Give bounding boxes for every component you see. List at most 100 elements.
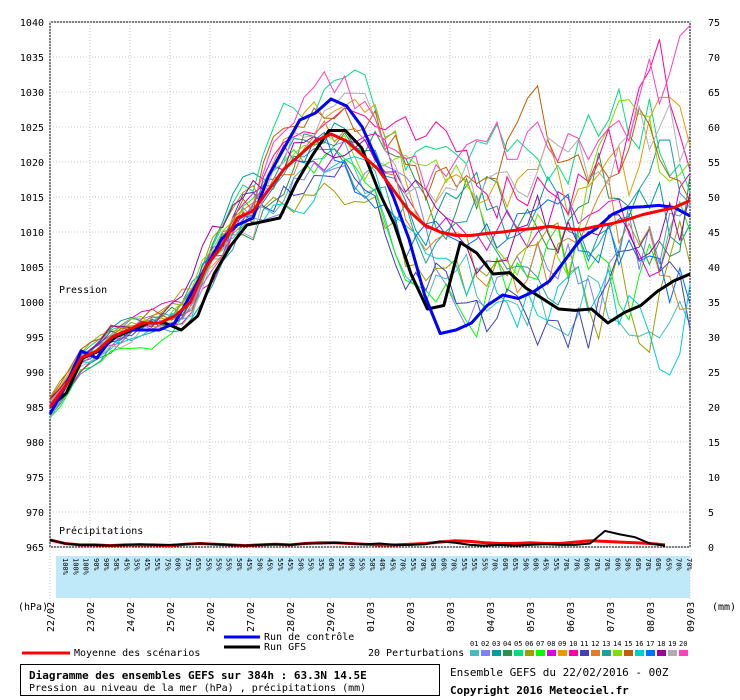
probability-label: 55% xyxy=(204,558,212,571)
series-line xyxy=(48,132,691,408)
left-tick-label: 990 xyxy=(26,368,44,379)
right-tick-label: 35 xyxy=(708,298,720,309)
probability-label: 65% xyxy=(511,558,519,571)
main-lines xyxy=(48,97,691,415)
perturbation-swatch xyxy=(635,650,644,656)
probability-label: 55% xyxy=(153,558,161,571)
perturbation-swatch xyxy=(470,650,479,656)
x-tick-label: 23/02 xyxy=(86,602,97,632)
left-tick-label: 995 xyxy=(26,333,44,344)
probability-label: 70% xyxy=(562,558,570,571)
perturbation-number: 07 xyxy=(536,640,544,648)
perturbation-swatch xyxy=(580,650,589,656)
right-tick-label: 15 xyxy=(708,438,720,449)
probability-label: 50% xyxy=(235,558,243,571)
left-axis-ticks: 965 970 975 980 985 990 995 1000 1005 1010 1015 102… xyxy=(20,18,44,554)
left-tick-label: 1035 xyxy=(20,53,44,64)
right-tick-label: 40 xyxy=(708,263,720,274)
legend-control-label: Run de contrôle xyxy=(264,631,354,643)
probability-label: 90% xyxy=(102,558,110,571)
x-tick-label: 01/03 xyxy=(366,602,377,632)
perturbation-line xyxy=(49,182,691,398)
probability-label: 50% xyxy=(368,558,376,571)
legend-gfs-label: Run GFS xyxy=(264,642,306,653)
probability-label: 90% xyxy=(92,558,100,571)
left-tick-label: 1025 xyxy=(20,123,44,134)
x-tick-label: 02/03 xyxy=(406,602,417,632)
probability-strip: 100% 100% 100% 90% 90% 50% 45% 35% 45% 55% 75% 60% 7… xyxy=(56,556,693,598)
perturbation-number: 12 xyxy=(591,640,599,648)
perturbation-number: 16 xyxy=(635,640,643,648)
right-tick-label: 65 xyxy=(708,88,720,99)
probability-label: 40% xyxy=(378,558,386,571)
probability-label: 70% xyxy=(593,558,601,571)
perturbation-number: 14 xyxy=(613,640,621,648)
probability-label: 60% xyxy=(174,558,182,571)
perturbation-number: 04 xyxy=(503,640,511,648)
perturbation-line xyxy=(49,84,691,399)
perturbation-swatch xyxy=(591,650,600,656)
x-tick-label: 09/03 xyxy=(686,602,697,632)
probability-label: 60% xyxy=(654,558,662,571)
perturbation-swatch xyxy=(514,650,523,656)
right-axis-unit: (mm) xyxy=(712,602,736,613)
pressure-label: Pression xyxy=(59,285,107,296)
right-tick-label: 60 xyxy=(708,123,720,134)
probability-label: 60% xyxy=(613,558,621,571)
probability-label: 50% xyxy=(296,558,304,571)
x-tick-label: 08/03 xyxy=(646,602,657,632)
right-tick-label: 20 xyxy=(708,403,720,414)
perturbation-swatch xyxy=(668,650,677,656)
perturbation-swatch xyxy=(492,650,501,656)
x-tick-label: 28/02 xyxy=(286,602,297,632)
x-tick-label: 26/02 xyxy=(206,602,217,632)
probability-label: 60% xyxy=(327,558,335,571)
perturbation-swatch xyxy=(525,650,534,656)
perturbation-number: 15 xyxy=(624,640,632,648)
x-tick-label: 24/02 xyxy=(126,602,137,632)
probability-label: 60% xyxy=(532,558,540,571)
left-axis-unit: (hPa) xyxy=(18,602,48,613)
probability-strip-background xyxy=(56,556,690,598)
perturbation-swatch xyxy=(657,650,666,656)
right-tick-label: 25 xyxy=(708,368,720,379)
probability-label: 45% xyxy=(122,558,130,571)
perturbation-number: 03 xyxy=(492,640,500,648)
right-tick-label: 10 xyxy=(708,473,720,484)
right-tick-label: 50 xyxy=(708,193,720,204)
x-tick-label: 04/03 xyxy=(486,602,497,632)
right-tick-label: 0 xyxy=(708,543,714,554)
x-tick-label: 05/03 xyxy=(526,602,537,632)
right-tick-label: 75 xyxy=(708,18,720,29)
probability-label: 75% xyxy=(184,558,192,571)
left-tick-label: 970 xyxy=(26,508,44,519)
x-tick-label: 07/03 xyxy=(606,602,617,632)
perturbation-number: 08 xyxy=(547,640,555,648)
right-tick-label: 5 xyxy=(708,508,714,519)
probability-label: 70% xyxy=(419,558,427,571)
perturbation-number: 19 xyxy=(668,640,676,648)
left-tick-label: 975 xyxy=(26,473,44,484)
perturbation-swatch xyxy=(679,650,688,656)
copyright: Copyright 2016 Meteociel.fr xyxy=(450,684,629,697)
probability-label: 65% xyxy=(664,558,672,571)
precip-line xyxy=(49,529,666,547)
probability-label: 35% xyxy=(133,558,141,571)
perturbation-number: 09 xyxy=(558,640,566,648)
probability-label: 55% xyxy=(307,558,315,571)
probability-label: 55% xyxy=(358,558,366,571)
probability-label: 50% xyxy=(521,558,529,571)
probability-label: 100% xyxy=(71,558,79,576)
probability-label: 75% xyxy=(163,558,171,571)
perturbation-number: 17 xyxy=(646,640,654,648)
probability-label: 100% xyxy=(82,558,90,576)
left-tick-label: 1020 xyxy=(20,158,44,169)
perturbation-swatch xyxy=(547,650,556,656)
probability-label: 55% xyxy=(215,558,223,571)
right-axis-ticks: 0 5 10 15 20 25 30 35 40 45 50 55 60 65 70 75 xyxy=(708,18,720,554)
left-tick-label: 1010 xyxy=(20,228,44,239)
perturbation-line xyxy=(49,96,691,400)
left-tick-label: 1000 xyxy=(20,298,44,309)
perturbation-swatch xyxy=(481,650,490,656)
perturbation-swatch xyxy=(602,650,611,656)
